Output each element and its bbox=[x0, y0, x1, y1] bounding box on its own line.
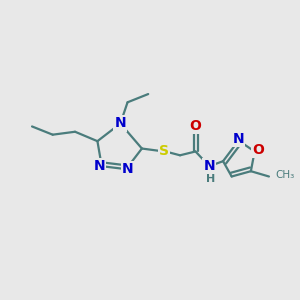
Text: H: H bbox=[206, 174, 215, 184]
Text: CH₃: CH₃ bbox=[275, 170, 295, 180]
Text: N: N bbox=[203, 159, 215, 173]
Text: O: O bbox=[252, 143, 264, 157]
Text: N: N bbox=[233, 132, 244, 146]
Text: N: N bbox=[115, 116, 126, 130]
Text: S: S bbox=[159, 145, 169, 158]
Text: N: N bbox=[94, 159, 105, 173]
Text: O: O bbox=[190, 119, 202, 133]
Text: N: N bbox=[122, 162, 134, 176]
